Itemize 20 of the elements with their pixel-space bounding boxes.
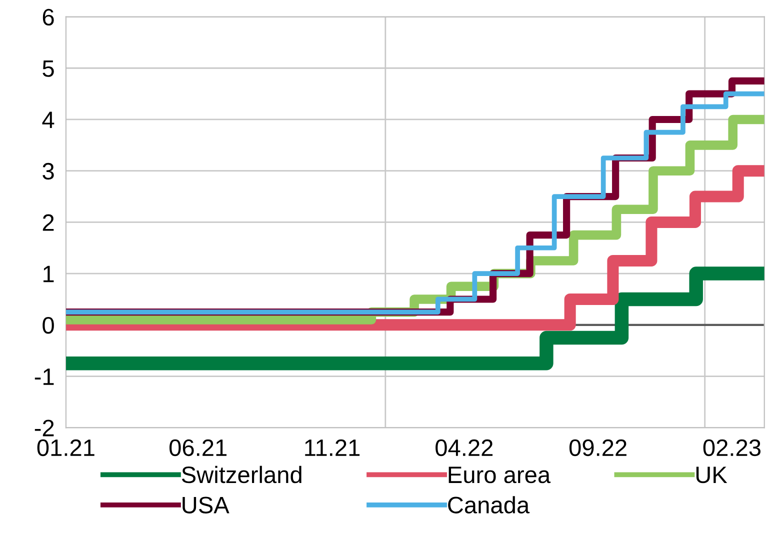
y-tick-label: 5 — [42, 60, 54, 77]
legend-label: USA — [182, 496, 230, 514]
y-tick-label: 4 — [42, 112, 54, 128]
y-tick-label: 1 — [44, 266, 54, 282]
legend-label: Canada — [448, 496, 530, 514]
y-tick-label: -1 — [34, 368, 54, 385]
y-tick-label: 3 — [42, 162, 54, 180]
y-tick-label: -2 — [34, 420, 54, 436]
legend-label: Switzerland — [182, 466, 302, 484]
x-tick-label: 06.21 — [169, 439, 227, 456]
x-tick-label: 09.22 — [569, 439, 626, 456]
y-tick-label: 2 — [42, 214, 54, 231]
x-tick-label: 04.22 — [436, 439, 493, 456]
legend-label: Euro area — [448, 466, 551, 484]
x-tick-label: 02.23 — [703, 439, 760, 456]
y-tick-label: 0 — [42, 316, 54, 334]
x-tick-label: 01.21 — [37, 439, 94, 456]
x-tick-label: 11.21 — [305, 439, 360, 456]
y-tick-label: 6 — [42, 8, 54, 26]
legend-label: UK — [696, 466, 728, 484]
